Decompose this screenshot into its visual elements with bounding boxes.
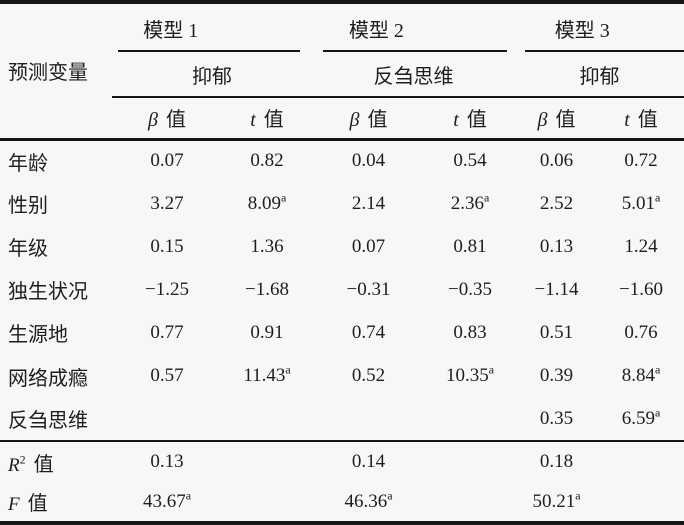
empty-cell — [598, 483, 684, 523]
value-cell: 0.14 — [312, 439, 425, 483]
value-cell — [312, 398, 425, 441]
value-cell: −1.68 — [245, 278, 289, 300]
value-cell: 46.36a — [344, 488, 393, 512]
predictor-variable-header: 预测变量 — [0, 2, 112, 141]
value-cell: 0.82 — [250, 150, 284, 172]
value-cell: 2.52 — [539, 192, 574, 214]
row-gender: 性别 3.27 8.09a 2.14 2.36a 2.52 5.01a — [0, 182, 684, 225]
value-cell: 0.04 — [351, 150, 386, 172]
value-cell: 0.54 — [453, 150, 487, 172]
model-header-row: 预测变量 模型 1 模型 2 模型 3 — [0, 2, 684, 141]
value-cell — [222, 398, 312, 441]
value-cell: 0.13 — [112, 439, 222, 483]
value-cell: 0.77 — [150, 321, 184, 343]
value-cell: 0.35 — [539, 407, 574, 429]
value-cell: 0.81 — [453, 235, 487, 257]
value-cell: −1.25 — [145, 278, 189, 300]
value-cell: 0.07 — [351, 235, 386, 257]
model-2-header: 模型 2 — [312, 2, 515, 52]
model-2-rule: 模型 2 — [323, 4, 507, 52]
value-cell: 0.51 — [539, 321, 574, 343]
row-label: 反刍思维 — [8, 410, 88, 433]
empty-cell — [222, 483, 312, 523]
row-label: 年龄 — [8, 152, 48, 175]
value-cell: 2.36a — [450, 190, 490, 214]
row-label: 年级 — [8, 238, 48, 261]
value-cell: 0.39 — [539, 365, 574, 387]
row-age: 年龄 0.07 0.82 0.04 0.54 0.06 0.72 — [0, 139, 684, 182]
value-cell: 1.24 — [624, 235, 658, 257]
model-3-rule: 模型 3 — [525, 4, 684, 52]
value-cell — [112, 398, 222, 441]
model-2-outcome-header: 反刍思维 — [312, 52, 515, 98]
outcome-header-row: 抑郁 反刍思维 抑郁 — [0, 52, 684, 98]
value-cell: 0.07 — [150, 150, 184, 172]
value-cell: 43.67a — [142, 488, 192, 512]
model-3-header: 模型 3 — [515, 2, 684, 52]
value-cell: 0.52 — [351, 365, 386, 387]
value-cell: −1.60 — [619, 278, 663, 300]
value-cell: −0.35 — [448, 278, 492, 300]
value-cell: 0.15 — [150, 235, 184, 257]
value-cell: −0.31 — [346, 278, 391, 300]
row-label: 网络成瘾 — [8, 367, 88, 390]
row-label: 独生状况 — [8, 281, 88, 304]
model-1-header: 模型 1 — [112, 2, 312, 52]
model-1-outcome-header: 抑郁 — [112, 52, 312, 98]
row-label: 性别 — [8, 195, 48, 218]
model-3-outcome-header: 抑郁 — [515, 52, 684, 98]
row-only-child-status: 独生状况 −1.25 −1.68 −0.31 −0.35 −1.14 −1.60 — [0, 268, 684, 311]
empty-cell — [222, 439, 312, 483]
value-cell: −1.14 — [534, 278, 579, 300]
empty-cell — [598, 439, 684, 483]
value-cell: 8.09a — [247, 190, 287, 214]
value-cell: 0.06 — [539, 150, 574, 172]
row-place-of-origin: 生源地 0.77 0.91 0.74 0.83 0.51 0.76 — [0, 311, 684, 354]
value-cell: 0.74 — [351, 321, 386, 343]
value-cell: 50.21a — [532, 488, 581, 512]
value-cell: 3.27 — [150, 192, 184, 214]
row-rumination: 反刍思维 0.35 6.59a — [0, 398, 684, 441]
value-cell: 8.84a — [621, 362, 661, 387]
row-label: 生源地 — [8, 324, 68, 347]
r-squared-label: R2 值 — [0, 439, 112, 483]
value-cell: 6.59a — [621, 405, 661, 429]
row-internet-addiction: 网络成瘾 0.57 11.43a 0.52 10.35a 0.39 8.84a — [0, 355, 684, 398]
value-cell: 0.13 — [539, 235, 574, 257]
value-cell: 0.18 — [515, 439, 598, 483]
value-cell: 1.36 — [250, 235, 284, 257]
row-grade: 年级 0.15 1.36 0.07 0.81 0.13 1.24 — [0, 225, 684, 268]
value-cell — [425, 398, 515, 441]
value-cell: 10.35a — [445, 362, 495, 387]
value-cell: 2.14 — [351, 192, 386, 214]
value-cell: 5.01a — [621, 190, 661, 214]
value-cell: 0.72 — [624, 150, 658, 172]
value-cell: 0.83 — [453, 321, 487, 343]
model-1-rule: 模型 1 — [118, 4, 300, 52]
row-r-squared: R2 值 0.13 0.14 0.18 — [0, 439, 684, 483]
value-cell: 0.76 — [624, 321, 658, 343]
empty-cell — [425, 439, 515, 483]
value-cell: 0.57 — [150, 365, 184, 387]
value-cell: 11.43a — [243, 362, 291, 387]
value-cell: 0.91 — [250, 321, 284, 343]
empty-cell — [425, 483, 515, 523]
